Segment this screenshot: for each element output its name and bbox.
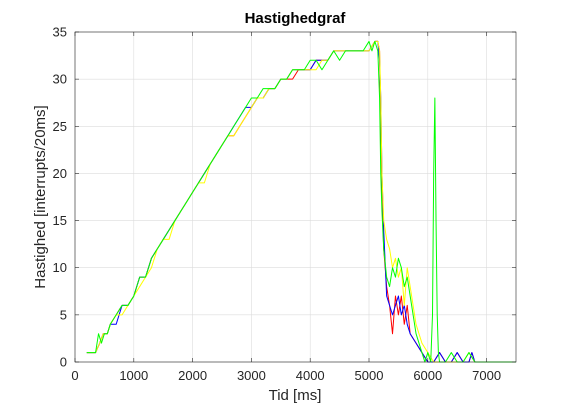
axes-box [74,31,517,363]
series-line-3 [86,40,516,363]
y-tick-label: 5 [60,307,67,322]
x-tick-label: 7000 [472,368,501,383]
series-line-4 [86,40,516,363]
plot-area [75,32,516,362]
x-tick-label: 2000 [178,368,207,383]
x-tick-label: 0 [71,368,78,383]
axis-ticks: 0 1000 2000 3000 4000 5000 6000 7000 0 5 10 15 20 25 3… [53,25,516,383]
chart-title: Hastighedgraf [245,10,347,27]
y-tick-label: 0 [60,355,67,370]
y-tick-label: 25 [53,119,67,134]
x-tick-label: 6000 [413,368,442,383]
x-tick-label: 4000 [296,368,325,383]
y-tick-label: 20 [53,166,67,181]
data-series [86,40,516,363]
x-tick-label: 3000 [237,368,266,383]
x-tick-label: 1000 [119,368,148,383]
y-tick-label: 30 [53,72,67,87]
x-tick-label: 5000 [355,368,384,383]
x-axis-label: Tid [ms] [269,387,322,404]
y-axis-label: Hastighed [interrupts/20ms] [32,105,49,288]
y-tick-label: 10 [53,260,67,275]
y-tick-label: 35 [53,25,67,40]
y-tick-label: 15 [53,213,67,228]
